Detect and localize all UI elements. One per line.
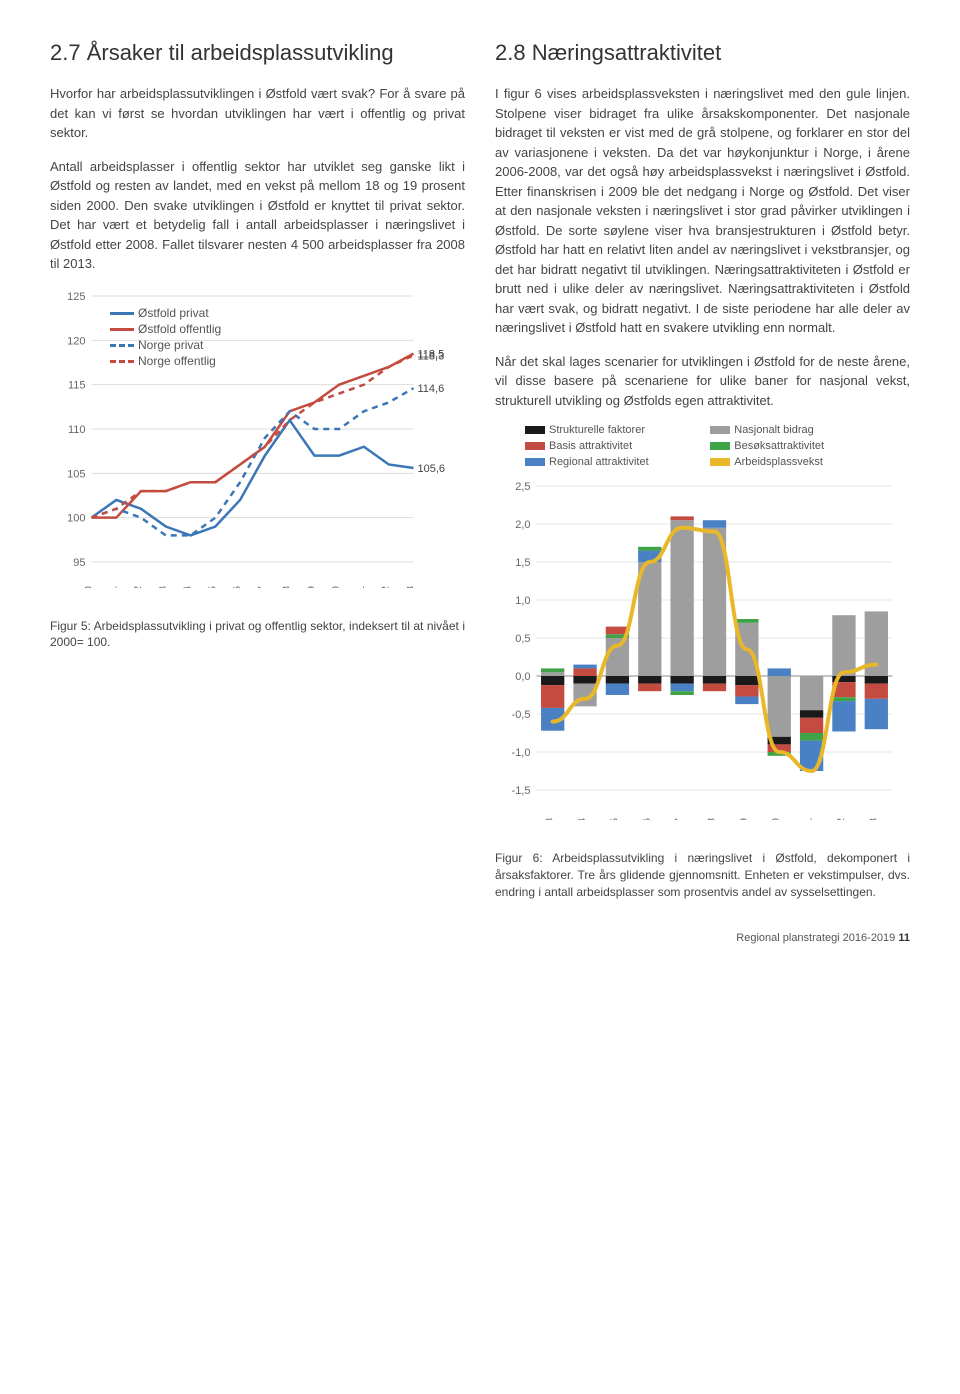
svg-text:2000: 2000 <box>84 585 95 587</box>
svg-text:110: 110 <box>68 424 86 436</box>
para-2-8-2: Når det skal lages scenarier for utvikli… <box>495 352 910 411</box>
svg-text:125: 125 <box>67 291 85 303</box>
svg-text:2013: 2013 <box>868 818 879 820</box>
left-column: 2.7 Årsaker til arbeidsplassutvikling Hv… <box>50 40 465 914</box>
svg-text:2004: 2004 <box>577 818 588 820</box>
page-footer: Regional planstrategi 2016-2019 11 <box>50 932 910 944</box>
svg-text:118,3: 118,3 <box>418 350 445 362</box>
svg-text:2004: 2004 <box>183 585 194 587</box>
figure-5-chart: 95 100 105 110 115 120 125 2000 2001 2002 2003 2004… <box>50 288 465 588</box>
figure-6-chart: Strukturelle faktorerNasjonalt bidragBas… <box>495 424 910 820</box>
right-column: 2.8 Næringsattraktivitet I figur 6 vises… <box>495 40 910 914</box>
svg-text:2012: 2012 <box>836 818 847 820</box>
svg-text:2010: 2010 <box>771 818 782 820</box>
svg-text:2007: 2007 <box>674 818 685 820</box>
svg-text:2001: 2001 <box>108 585 119 587</box>
svg-text:-1,0: -1,0 <box>512 747 531 759</box>
svg-text:-1,5: -1,5 <box>512 785 531 797</box>
svg-text:2,0: 2,0 <box>515 519 530 531</box>
svg-text:120: 120 <box>67 335 85 347</box>
para-2-8-1: I figur 6 vises arbeidsplassveksten i næ… <box>495 84 910 338</box>
svg-text:100: 100 <box>67 512 85 524</box>
figure-6-caption: Figur 6: Arbeidsplassutvikling i nærings… <box>495 850 910 900</box>
svg-text:2012: 2012 <box>381 585 392 587</box>
para-2-7-2: Antall arbeidsplasser i offentlig sektor… <box>50 157 465 274</box>
svg-text:2009: 2009 <box>739 818 750 820</box>
svg-text:2005: 2005 <box>609 818 620 820</box>
svg-text:2009: 2009 <box>306 585 317 587</box>
svg-text:105,6: 105,6 <box>418 463 446 475</box>
svg-text:1,5: 1,5 <box>515 557 530 569</box>
svg-text:2005: 2005 <box>207 585 218 587</box>
svg-text:105: 105 <box>67 468 85 480</box>
svg-text:0,5: 0,5 <box>515 633 530 645</box>
footer-text: Regional planstrategi 2016-2019 <box>736 932 895 944</box>
svg-text:2007: 2007 <box>257 585 268 587</box>
svg-text:2008: 2008 <box>282 585 293 587</box>
svg-text:1,0: 1,0 <box>515 595 530 607</box>
svg-text:115: 115 <box>68 379 86 391</box>
svg-text:95: 95 <box>73 557 85 569</box>
svg-text:2011: 2011 <box>356 585 367 587</box>
svg-text:114,6: 114,6 <box>418 383 445 395</box>
svg-text:2008: 2008 <box>707 818 718 820</box>
svg-text:0,0: 0,0 <box>515 671 530 683</box>
heading-2-7: 2.7 Årsaker til arbeidsplassutvikling <box>50 40 465 66</box>
svg-text:2010: 2010 <box>331 585 342 587</box>
page-number: 11 <box>898 932 910 944</box>
svg-text:2,5: 2,5 <box>515 481 530 493</box>
para-2-7-1: Hvorfor har arbeidsplassutviklingen i Øs… <box>50 84 465 143</box>
svg-text:2013: 2013 <box>406 585 417 587</box>
svg-text:-0,5: -0,5 <box>512 709 531 721</box>
svg-text:2011: 2011 <box>804 818 815 820</box>
svg-text:2003: 2003 <box>545 818 556 820</box>
svg-text:2006: 2006 <box>642 818 653 820</box>
heading-2-8: 2.8 Næringsattraktivitet <box>495 40 910 66</box>
svg-text:2003: 2003 <box>158 585 169 587</box>
svg-text:2006: 2006 <box>232 585 243 587</box>
figure-5-caption: Figur 5: Arbeidsplassutvikling i privat … <box>50 618 465 652</box>
svg-text:2002: 2002 <box>133 585 144 587</box>
